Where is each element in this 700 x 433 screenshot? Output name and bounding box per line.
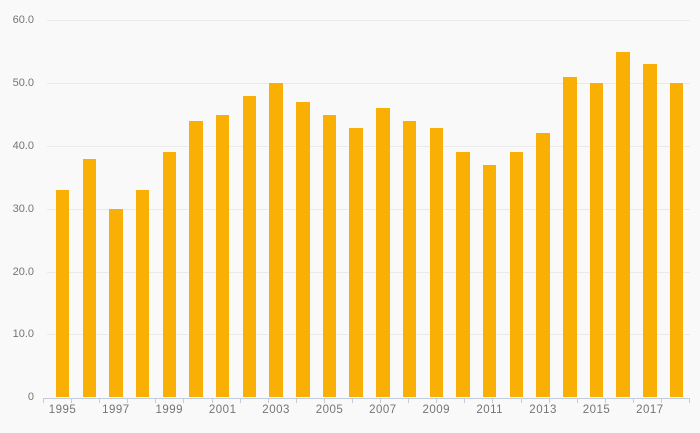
x-axis-tick [576, 398, 578, 403]
bar-2001[interactable] [215, 114, 230, 397]
y-axis-label-40.0: 40.0 [12, 139, 34, 152]
gridline-50 [47, 83, 690, 85]
x-axis-tick [295, 398, 297, 403]
x-axis-label-2015: 2015 [582, 404, 611, 416]
bar-2013[interactable] [536, 133, 550, 397]
bar-2002[interactable] [242, 95, 257, 397]
x-axis-tick [183, 398, 185, 403]
gridline-10 [47, 334, 690, 336]
x-axis-label-1995: 1995 [48, 404, 77, 416]
bar-2008[interactable] [402, 120, 417, 397]
bar-2012[interactable] [509, 152, 524, 397]
bar-1999[interactable] [162, 152, 177, 397]
x-axis-label-2011: 2011 [476, 404, 504, 416]
bar-2003[interactable] [269, 83, 283, 397]
gridline-60 [47, 20, 690, 22]
bar-1996[interactable] [82, 158, 96, 397]
bar-2010[interactable] [456, 152, 470, 397]
x-axis-tick [520, 398, 522, 403]
bar-1995[interactable] [55, 189, 70, 397]
bar-2016[interactable] [616, 51, 630, 397]
x-axis-tick [408, 398, 410, 403]
x-axis-tick [604, 398, 606, 403]
x-axis-label-2017: 2017 [636, 404, 664, 416]
x-axis-tick [660, 398, 662, 403]
bar-2017[interactable] [643, 64, 657, 397]
x-axis-tick [71, 398, 73, 403]
bar-2014[interactable] [563, 76, 577, 397]
x-axis-label-2001: 2001 [208, 404, 237, 416]
x-axis-tick [211, 398, 213, 403]
x-axis-tick [352, 398, 353, 403]
bar-2006[interactable] [349, 127, 363, 397]
bar-2015[interactable] [589, 83, 604, 397]
x-axis-tick [155, 398, 157, 403]
y-axis-label-60.0: 60.0 [12, 14, 34, 27]
bar-1997[interactable] [109, 208, 123, 397]
x-axis-tick [464, 398, 466, 403]
x-axis-label-1999: 1999 [155, 404, 184, 416]
bar-2009[interactable] [429, 127, 444, 397]
bar-2011[interactable] [482, 164, 497, 397]
x-axis-label-2003: 2003 [262, 404, 290, 416]
x-axis-label-2013: 2013 [529, 404, 557, 416]
x-axis-label-2005: 2005 [315, 404, 344, 416]
y-axis-label-50.0: 50.0 [12, 77, 34, 90]
x-axis-tick [632, 398, 634, 403]
y-axis-label-0: 0 [27, 391, 34, 403]
x-axis-label-2007: 2007 [369, 404, 397, 416]
gridline-30 [47, 208, 690, 210]
x-axis-tick [323, 398, 325, 403]
bar-2018[interactable] [669, 83, 684, 397]
bar-2005[interactable] [322, 114, 337, 397]
bar-2007[interactable] [376, 108, 390, 397]
x-axis-line [43, 397, 690, 399]
y-axis-label-30.0: 30.0 [12, 202, 34, 215]
x-axis-label-1997: 1997 [102, 404, 130, 416]
y-axis-label-20.0: 20.0 [12, 265, 34, 278]
x-axis-tick [43, 398, 44, 403]
x-axis-tick [127, 398, 129, 403]
gridline-40 [47, 145, 690, 147]
y-axis-label-10.0: 10.0 [12, 328, 34, 341]
x-axis-tick [380, 398, 381, 403]
x-axis-label-2009: 2009 [422, 404, 451, 416]
x-axis-tick [689, 398, 690, 403]
x-axis-tick [436, 398, 438, 403]
bar-2000[interactable] [189, 120, 203, 397]
bar-2004[interactable] [296, 102, 310, 397]
gridline-20 [47, 271, 690, 273]
x-axis-tick [492, 398, 494, 403]
x-axis-tick [548, 398, 550, 403]
x-axis-tick [267, 398, 269, 403]
bar-1998[interactable] [135, 189, 150, 397]
x-axis-tick [239, 398, 241, 403]
x-axis-tick [99, 398, 101, 403]
